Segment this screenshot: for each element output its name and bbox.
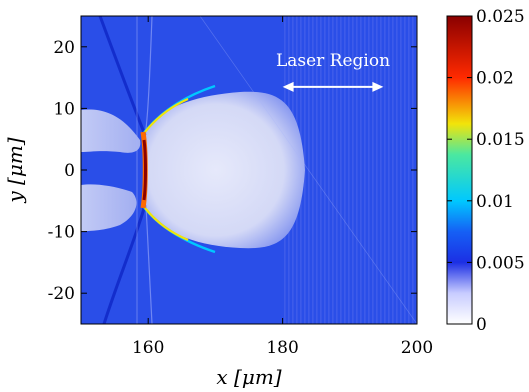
y-axis-ticks: 20 10 0 -10 -20 [48, 38, 417, 304]
colorbar-tick-label-3: 0.015 [476, 130, 525, 150]
x-axis-ticks: 160 180 200 [132, 16, 433, 358]
y-tick-label--10: -10 [48, 223, 75, 243]
x-axis-label: x [μm] [216, 365, 281, 389]
cavity-bubble [143, 91, 305, 249]
filament-upper-left [98, 16, 147, 136]
shock-arc-lower-inner [144, 207, 189, 242]
y-tick-label-10: 10 [53, 99, 75, 119]
x-tick-label-200: 200 [401, 338, 433, 358]
y-tick-label-20: 20 [53, 38, 75, 58]
y-axis-label: y [μm] [3, 137, 27, 203]
colorbar-tick-label-0: 0 [476, 315, 487, 335]
colorbar-tick-label-1: 0.005 [476, 253, 525, 273]
left-plasma-lower [81, 184, 137, 232]
left-plasma-upper [81, 109, 141, 153]
x-tick-label-180: 180 [266, 338, 298, 358]
y-tick-label--20: -20 [48, 284, 75, 304]
colorbar-tick-label-5: 0.025 [476, 7, 525, 27]
shock-arc-upper-inner [144, 97, 189, 133]
laser-region-annotation: Laser Region [276, 51, 390, 92]
laser-region-label: Laser Region [276, 51, 390, 71]
arrowhead-right [372, 81, 384, 92]
colorbar-ticks: 0 0.005 0.01 0.015 0.02 0.025 [447, 7, 525, 335]
shock-front-core [142, 139, 147, 201]
colorbar-tick-label-2: 0.01 [476, 192, 514, 212]
heatmap-plot-area [81, 16, 417, 324]
colorbar-tick-label-4: 0.02 [476, 69, 514, 89]
y-tick-label-0: 0 [64, 161, 75, 181]
x-tick-label-160: 160 [132, 338, 164, 358]
faint-diagonal-line [199, 16, 417, 324]
filament-lower-left [102, 204, 147, 324]
filament-lower-right [145, 204, 153, 324]
arrowhead-left [282, 81, 294, 92]
colorbar [446, 15, 473, 325]
